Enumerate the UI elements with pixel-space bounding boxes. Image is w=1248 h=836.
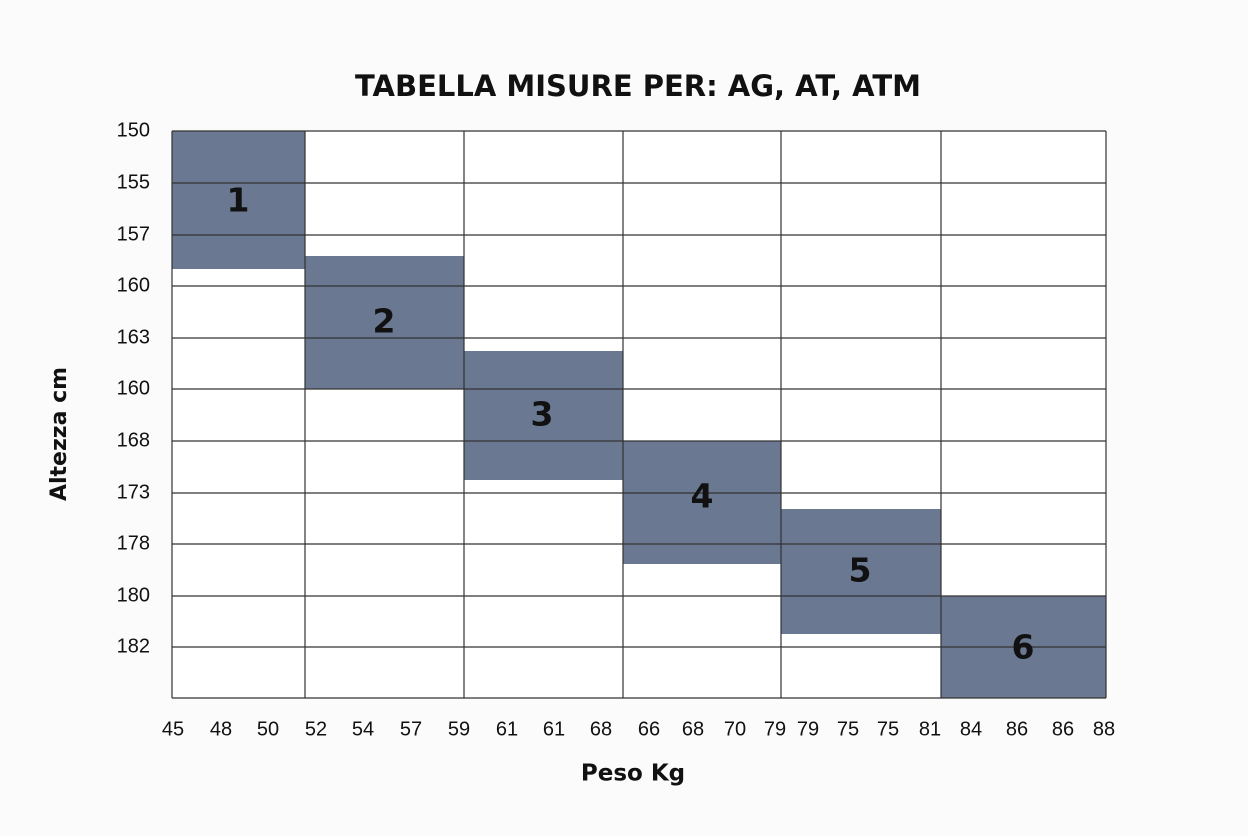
x-tick-label: 75 <box>877 718 899 740</box>
y-tick-label: 160 <box>117 274 150 296</box>
plot: 1234561501551571601631601681731781801824… <box>117 119 1116 740</box>
y-tick-label: 163 <box>117 326 150 348</box>
x-tick-label: 88 <box>1093 718 1115 740</box>
size-label: 4 <box>691 477 714 516</box>
y-tick-label: 150 <box>117 119 150 141</box>
x-tick-label: 66 <box>638 718 660 740</box>
title: TABELLA MISURE PER: AG, AT, ATM <box>355 69 921 103</box>
size-block <box>464 351 623 480</box>
size-label: 6 <box>1012 628 1035 667</box>
x-tick-label: 61 <box>496 718 518 740</box>
size-label: 1 <box>227 181 250 220</box>
x-tick-label: 79 <box>797 718 819 740</box>
x-tick-label: 68 <box>590 718 612 740</box>
x-tick-label: 59 <box>448 718 470 740</box>
size-block <box>172 131 305 269</box>
y-tick-label: 178 <box>117 532 150 554</box>
size-block <box>305 256 464 389</box>
x-tick-label: 45 <box>162 718 184 740</box>
y-axis-label: Altezza cm <box>47 367 72 501</box>
size-block <box>781 509 941 634</box>
x-tick-label: 84 <box>960 718 982 740</box>
x-tick-label: 75 <box>837 718 859 740</box>
y-tick-label: 168 <box>117 429 150 451</box>
x-tick-label: 52 <box>305 718 327 740</box>
x-tick-label: 86 <box>1052 718 1074 740</box>
x-tick-label: 81 <box>919 718 941 740</box>
size-label: 3 <box>531 395 554 434</box>
x-tick-label: 57 <box>400 718 422 740</box>
x-tick-label: 48 <box>210 718 232 740</box>
x-tick-label: 79 <box>764 718 786 740</box>
y-tick-label: 155 <box>117 171 150 193</box>
y-tick-label: 182 <box>117 635 150 657</box>
x-tick-label: 86 <box>1006 718 1028 740</box>
size-label: 2 <box>373 302 396 341</box>
y-tick-label: 180 <box>117 584 150 606</box>
x-tick-label: 68 <box>682 718 704 740</box>
y-tick-label: 160 <box>117 377 150 399</box>
x-tick-label: 50 <box>257 718 279 740</box>
x-tick-label: 70 <box>724 718 746 740</box>
x-tick-label: 61 <box>543 718 565 740</box>
x-tick-label: 54 <box>352 718 374 740</box>
size-label: 5 <box>849 551 872 590</box>
x-axis-label: Peso Kg <box>581 761 685 787</box>
y-tick-label: 157 <box>117 223 150 245</box>
y-tick-label: 173 <box>117 481 150 503</box>
